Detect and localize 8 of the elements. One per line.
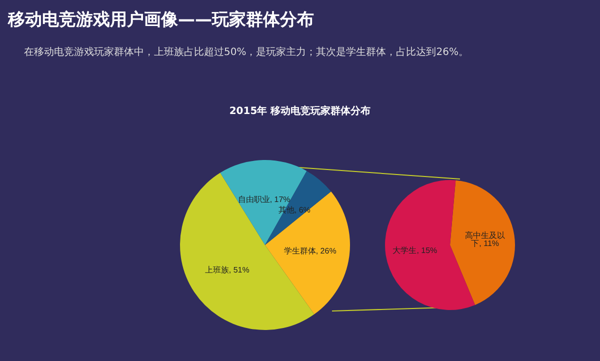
text: 2015年 移动电竞玩家群体分布 (228, 104, 372, 118)
slice-label: 大学生, 15% (392, 246, 438, 255)
slice-label: 高中生及以下, 11% (465, 231, 506, 248)
slice-label: 自由职业, 17% (238, 195, 290, 204)
slice-label: 上班族, 51% (204, 266, 250, 275)
slice-label: 学生群体, 26% (284, 246, 336, 256)
chart-subtitle: 在移动电竞游戏玩家群体中，上班族占比超过50%，是玩家主力；其次是学生群体，占比达到26%。 (24, 46, 468, 59)
chart-title: 移动电竞游戏用户画像——玩家群体分布 (8, 9, 314, 31)
